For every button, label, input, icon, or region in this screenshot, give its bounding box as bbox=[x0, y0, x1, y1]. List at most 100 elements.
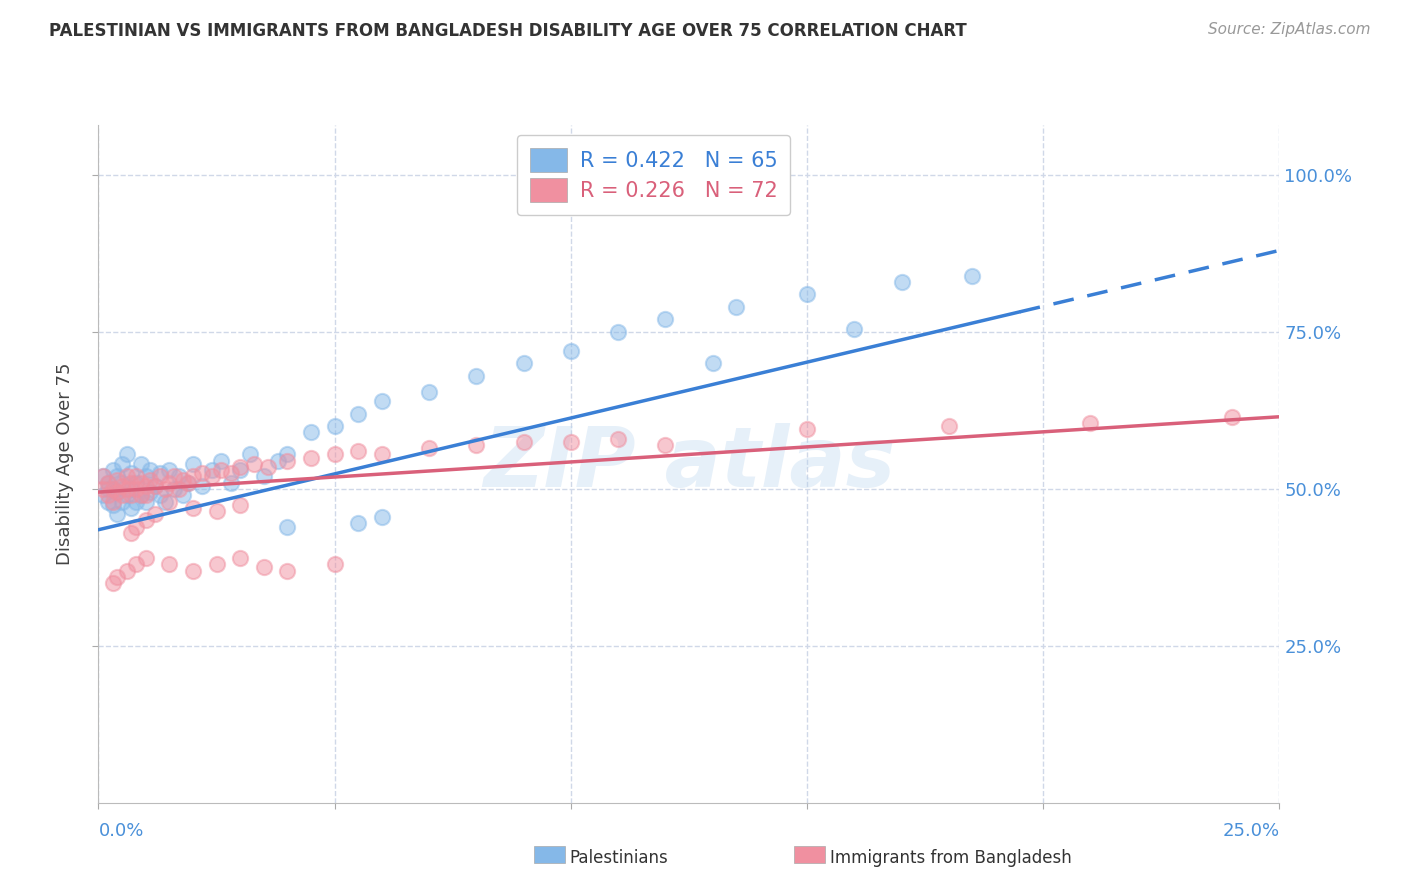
Point bbox=[276, 519, 298, 533]
Point bbox=[229, 551, 252, 566]
Point bbox=[276, 453, 298, 467]
Text: Immigrants from Bangladesh: Immigrants from Bangladesh bbox=[830, 849, 1071, 867]
Point bbox=[205, 504, 228, 518]
Text: 25.0%: 25.0% bbox=[1222, 822, 1279, 839]
Point bbox=[91, 488, 114, 502]
Point bbox=[129, 475, 152, 490]
Point bbox=[512, 434, 534, 449]
Point bbox=[101, 576, 124, 591]
Point bbox=[121, 482, 143, 496]
Point bbox=[177, 475, 200, 490]
Text: 0.0%: 0.0% bbox=[98, 822, 143, 839]
Point bbox=[149, 488, 172, 502]
Text: Source: ZipAtlas.com: Source: ZipAtlas.com bbox=[1208, 22, 1371, 37]
Point bbox=[157, 475, 180, 490]
Point bbox=[181, 500, 204, 515]
Point bbox=[512, 356, 534, 370]
Point bbox=[101, 482, 124, 496]
Point bbox=[796, 287, 818, 301]
Point bbox=[125, 482, 148, 496]
Point bbox=[167, 469, 190, 483]
Point bbox=[105, 469, 128, 483]
Point bbox=[135, 469, 157, 483]
Point bbox=[191, 479, 214, 493]
Point bbox=[1220, 409, 1243, 424]
Point bbox=[115, 447, 138, 461]
Point bbox=[111, 494, 134, 508]
Point bbox=[91, 482, 114, 496]
Point bbox=[796, 422, 818, 436]
Point bbox=[115, 482, 138, 496]
Point bbox=[97, 482, 120, 496]
Point bbox=[191, 467, 214, 481]
Point bbox=[101, 463, 124, 477]
Point bbox=[125, 469, 148, 483]
Point bbox=[465, 368, 488, 383]
Point bbox=[253, 469, 276, 483]
Point bbox=[418, 441, 440, 455]
Point bbox=[654, 312, 676, 326]
Point bbox=[177, 475, 200, 490]
Point bbox=[181, 457, 204, 471]
Y-axis label: Disability Age Over 75: Disability Age Over 75 bbox=[56, 362, 75, 566]
Point bbox=[111, 475, 134, 490]
Point bbox=[938, 419, 960, 434]
Point bbox=[181, 564, 204, 578]
Point bbox=[347, 516, 370, 531]
Point bbox=[105, 485, 128, 500]
Point bbox=[125, 519, 148, 533]
Point bbox=[135, 551, 157, 566]
Point bbox=[209, 453, 232, 467]
Point bbox=[97, 475, 120, 490]
Point bbox=[257, 460, 280, 475]
Point bbox=[125, 558, 148, 572]
Point bbox=[135, 479, 157, 493]
Point bbox=[125, 475, 148, 490]
Point bbox=[157, 463, 180, 477]
Point bbox=[323, 558, 346, 572]
Point bbox=[172, 473, 194, 487]
Point bbox=[105, 485, 128, 500]
Point bbox=[97, 494, 120, 508]
Point bbox=[725, 300, 748, 314]
Point bbox=[323, 447, 346, 461]
Point bbox=[121, 488, 143, 502]
Point bbox=[149, 467, 172, 481]
Point bbox=[91, 469, 114, 483]
Point bbox=[115, 469, 138, 483]
Point bbox=[607, 432, 630, 446]
Point bbox=[243, 457, 266, 471]
Point bbox=[1080, 416, 1102, 430]
Point bbox=[105, 570, 128, 584]
Point bbox=[111, 479, 134, 493]
Point bbox=[167, 482, 190, 496]
Point bbox=[143, 507, 166, 521]
Point bbox=[157, 494, 180, 508]
Point bbox=[267, 453, 290, 467]
Point bbox=[890, 275, 912, 289]
Point bbox=[371, 394, 394, 409]
Point bbox=[371, 510, 394, 524]
Point bbox=[101, 494, 124, 508]
Point bbox=[129, 488, 152, 502]
Point bbox=[229, 498, 252, 512]
Point bbox=[702, 356, 724, 370]
Point bbox=[125, 494, 148, 508]
Point bbox=[135, 513, 157, 527]
Point bbox=[239, 447, 262, 461]
Point bbox=[121, 525, 143, 540]
Point bbox=[121, 500, 143, 515]
Point bbox=[163, 482, 186, 496]
Point bbox=[121, 475, 143, 490]
Point bbox=[205, 558, 228, 572]
Point bbox=[181, 469, 204, 483]
Point bbox=[135, 488, 157, 502]
Point bbox=[276, 447, 298, 461]
Point bbox=[97, 488, 120, 502]
Point bbox=[153, 494, 176, 508]
Point bbox=[105, 473, 128, 487]
Point bbox=[149, 469, 172, 483]
Point bbox=[465, 438, 488, 452]
Text: PALESTINIAN VS IMMIGRANTS FROM BANGLADESH DISABILITY AGE OVER 75 CORRELATION CHA: PALESTINIAN VS IMMIGRANTS FROM BANGLADES… bbox=[49, 22, 967, 40]
Point bbox=[209, 463, 232, 477]
